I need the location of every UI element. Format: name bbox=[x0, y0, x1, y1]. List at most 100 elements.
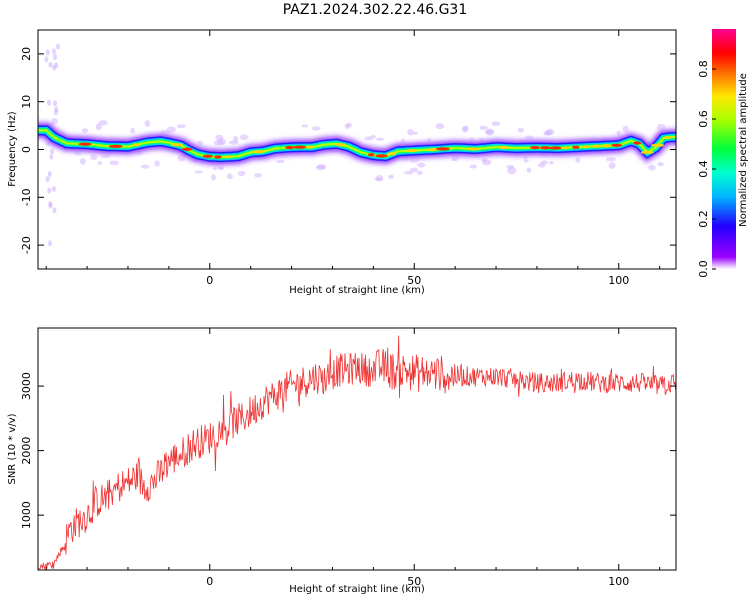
spectrogram-speckle bbox=[53, 54, 58, 61]
spectrogram-y-tick-label: -20 bbox=[20, 236, 33, 254]
spectrogram-speckle bbox=[435, 123, 445, 130]
spectrogram-speckle bbox=[95, 123, 102, 131]
spectrogram-speckle bbox=[144, 120, 151, 127]
spectrogram-speckle bbox=[140, 164, 150, 169]
spectrogram-hotspot bbox=[284, 145, 295, 150]
spectrogram-speckle bbox=[523, 159, 529, 163]
colorbar-label: Normalized spectral amplitude bbox=[738, 73, 749, 227]
spectrogram-hotspot bbox=[367, 153, 375, 157]
spectrogram-ridge-band bbox=[38, 129, 676, 159]
snr-x-ticks: 0 50 100 bbox=[45, 328, 661, 588]
spectrogram-hotspot bbox=[633, 141, 642, 145]
spectrogram-hotspot bbox=[252, 150, 266, 154]
spectrogram-speckle bbox=[50, 148, 55, 155]
spectrogram-speckle bbox=[462, 126, 468, 133]
spectrogram-speckle bbox=[526, 167, 532, 173]
spectrogram-speckle bbox=[219, 166, 224, 171]
spectrogram-speckle bbox=[344, 123, 349, 130]
spectrogram-hotspot bbox=[375, 154, 388, 158]
colorbar: 0.0 0.2 0.4 0.6 0.8 Normalized spectral ampl… bbox=[697, 29, 749, 278]
spectrogram-speckle bbox=[622, 125, 629, 133]
spectrogram-speckle bbox=[47, 187, 52, 194]
spectrogram-speckle bbox=[49, 153, 54, 160]
spectrogram-heatmap bbox=[38, 43, 676, 247]
spectrogram-speckle bbox=[176, 124, 186, 129]
spectrogram-speckle bbox=[364, 136, 373, 141]
spectrogram-hotspot bbox=[530, 146, 540, 150]
spectrogram-hotspot bbox=[224, 155, 232, 159]
spectrogram-speckle bbox=[109, 160, 120, 166]
spectrogram-hotspot bbox=[498, 145, 510, 150]
spectrogram-hotspot bbox=[436, 147, 450, 151]
spectrogram-speckle bbox=[47, 240, 52, 247]
spectrogram-speckle bbox=[98, 120, 108, 126]
spectrogram-hotspot bbox=[202, 154, 213, 158]
spectrogram-x-ticks: 0 50 100 bbox=[45, 30, 661, 287]
spectrogram-speckle bbox=[481, 157, 488, 163]
spectrogram-y-tick-label: 20 bbox=[20, 47, 33, 61]
spectrogram-speckle bbox=[575, 157, 581, 163]
spectrogram-hotspot bbox=[427, 147, 438, 152]
snr-x-tick-label: 0 bbox=[206, 575, 213, 588]
snr-x-label: Height of straight line (km) bbox=[289, 584, 425, 595]
spectrogram-hotspot bbox=[108, 144, 123, 148]
spectrogram-speckle bbox=[81, 128, 89, 134]
spectrogram-speckle bbox=[315, 165, 326, 171]
spectrogram-hotspot bbox=[562, 146, 570, 150]
spectrogram-speckle bbox=[212, 166, 218, 171]
spectrogram-speckle bbox=[479, 125, 488, 130]
spectrogram-speckle bbox=[648, 164, 656, 171]
colorbar-gradient bbox=[712, 29, 736, 269]
snr-y-tick-label: 2000 bbox=[20, 437, 33, 465]
spectrogram-speckle bbox=[403, 170, 414, 175]
snr-y-label: SNR (10 * v/v) bbox=[7, 413, 18, 484]
spectrogram-x-tick-label: 0 bbox=[206, 274, 213, 287]
spectrogram-hotspot bbox=[582, 145, 590, 149]
spectrogram-hotspot bbox=[181, 147, 193, 151]
colorbar-ticks: 0.0 0.2 0.4 0.6 0.8 bbox=[697, 60, 716, 278]
spectrogram-speckle bbox=[316, 164, 327, 169]
spectrogram-hotspot bbox=[467, 147, 480, 151]
spectrogram-speckle bbox=[53, 100, 58, 107]
spectrogram-speckle bbox=[130, 127, 135, 134]
spectrogram-speckle bbox=[375, 174, 384, 182]
spectrogram-speckle bbox=[469, 164, 477, 169]
spectrogram-speckle bbox=[301, 124, 309, 128]
spectrogram-speckle bbox=[370, 134, 376, 139]
spectrogram-y-ticks: 20 10 0 -10 -20 bbox=[20, 47, 676, 254]
spectrogram-hotspot bbox=[214, 155, 222, 159]
spectrogram-hotspot bbox=[549, 146, 562, 150]
spectrogram-speckle bbox=[407, 128, 414, 136]
spectrogram-speckle bbox=[462, 125, 469, 131]
spectrogram-speckle bbox=[537, 162, 546, 168]
snr-frame bbox=[37, 327, 677, 571]
spectrogram-hotspot bbox=[406, 148, 418, 153]
spectrogram-speckle bbox=[232, 135, 239, 143]
snr-y-ticks: 1000 2000 3000 bbox=[20, 372, 676, 529]
snr-x-tick-label: 50 bbox=[407, 575, 421, 588]
spectrogram-speckle bbox=[540, 160, 549, 165]
spectrogram-y-tick-label: 0 bbox=[20, 146, 33, 153]
colorbar-tick-label: 0.4 bbox=[697, 160, 710, 178]
spectrogram-speckle bbox=[226, 173, 233, 180]
spectrogram-speckle bbox=[549, 160, 554, 165]
spectrogram-speckle bbox=[506, 164, 515, 169]
spectrogram-speckle bbox=[211, 174, 216, 181]
snr-panel: 0 50 100 1000 2000 3000 Height of straight l… bbox=[7, 327, 677, 595]
spectrogram-hotspot bbox=[611, 143, 623, 147]
spectrogram-speckle bbox=[482, 159, 492, 166]
spectrogram-y-label: Frequency (Hz) bbox=[7, 111, 18, 187]
spectrogram-x-tick-label: 100 bbox=[608, 274, 629, 287]
spectrogram-speckle bbox=[374, 177, 384, 181]
spectrogram-speckle bbox=[416, 170, 423, 176]
spectrogram-hotspot bbox=[387, 152, 397, 156]
spectrogram-speckle bbox=[215, 134, 224, 141]
spectrogram-speckle bbox=[388, 174, 395, 179]
spectrogram-speckle bbox=[48, 62, 53, 69]
spectrogram-y-tick-label: -10 bbox=[20, 188, 33, 206]
spectrogram-speckle bbox=[45, 49, 50, 56]
spectrogram-speckle bbox=[346, 122, 352, 128]
spectrogram-speckle bbox=[46, 99, 51, 106]
spectrogram-speckle bbox=[213, 140, 224, 146]
